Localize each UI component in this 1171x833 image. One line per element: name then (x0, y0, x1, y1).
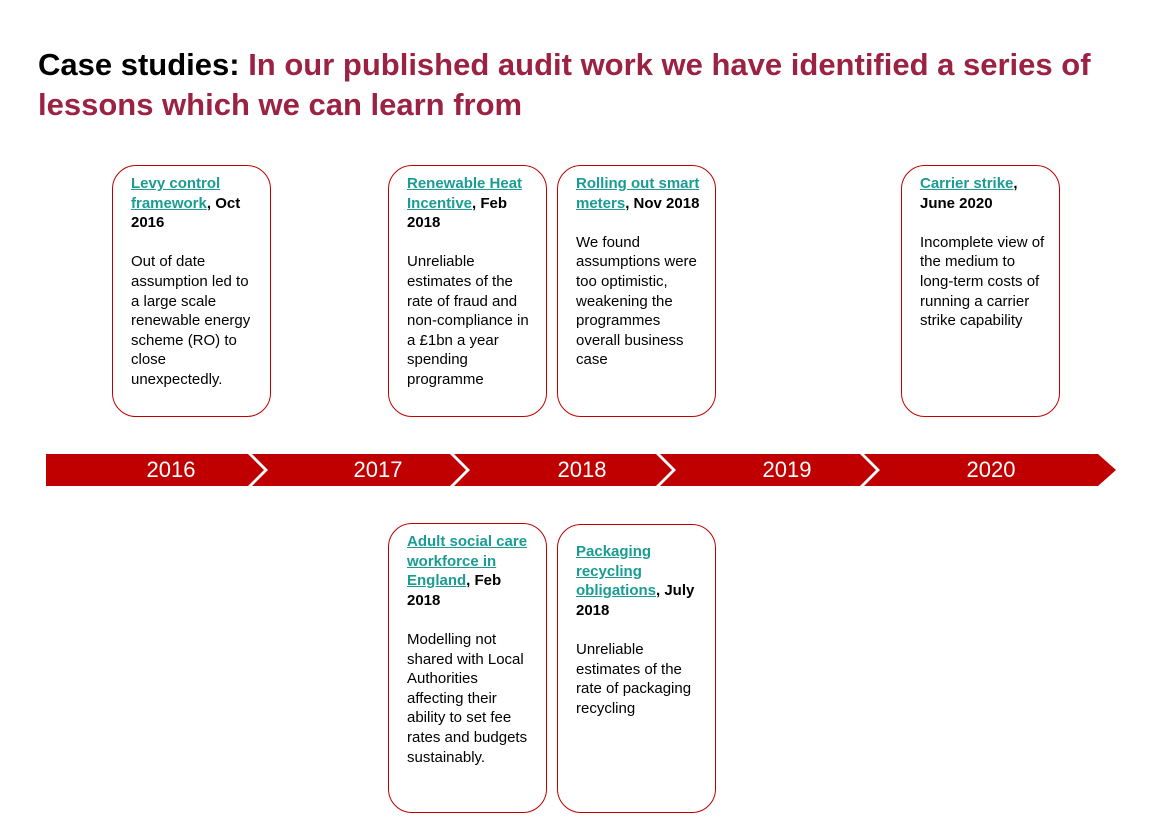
link-renewable-heat-incentive[interactable]: Renewable Heat Incentive (407, 175, 523, 212)
card-heading: Carrier strike, June 2020 (920, 174, 1049, 213)
card-body: We found assumptions were too optimistic… (576, 233, 697, 369)
link-rolling-out-smart-meters[interactable]: Rolling out smart meters (576, 175, 700, 212)
title-rest: In our published audit work we have iden… (38, 47, 1091, 122)
timeline-year-2020: 2020 (966, 457, 1016, 482)
card-carrier-strike: Carrier strike, June 2020 Incomplete vie… (901, 165, 1060, 417)
card-date: , Nov 2018 (625, 194, 700, 212)
timeline-year-2017: 2017 (353, 457, 403, 482)
card-heading: Adult social care workforce in England, … (407, 532, 536, 610)
card-heading: Rolling out smart meters, Nov 2018 (576, 174, 705, 213)
card-heading: Packaging recycling obligations, July 20… (576, 542, 705, 620)
timeline-segment-2019 (660, 454, 876, 486)
card-body: Modelling not shared with Local Authorit… (407, 630, 528, 766)
timeline-segment-2017 (252, 454, 466, 486)
card-date: , June 2020 (920, 175, 1018, 212)
card-heading: Renewable Heat Incentive, Feb 2018 (407, 174, 536, 233)
card-body: Out of date assumption led to a large sc… (131, 253, 251, 388)
link-carrier-strike[interactable]: Carrier strike (920, 175, 1014, 192)
timeline-year-2016: 2016 (146, 457, 196, 482)
card-date: , Oct 2016 (131, 194, 241, 232)
timeline-year-2019: 2019 (762, 457, 812, 482)
card-rolling-out-smart-meters: Rolling out smart meters, Nov 2018 We fo… (557, 165, 716, 417)
timeline-segment-2018 (454, 454, 672, 486)
timeline-segment-2020 (864, 454, 1116, 486)
card-date: , Feb 2018 (407, 194, 508, 232)
page-title: Case studies: In our published audit wor… (38, 45, 1138, 125)
card-date: , July 2018 (576, 582, 695, 619)
card-adult-social-care-workforce: Adult social care workforce in England, … (388, 523, 547, 813)
card-packaging-recycling-obligations: Packaging recycling obligations, July 20… (557, 524, 716, 813)
card-body: Unreliable estimates of the rate of pack… (576, 640, 692, 717)
card-body: Incomplete view of the medium to long-te… (920, 233, 1045, 330)
card-heading: Levy control framework, Oct 2016 (131, 174, 260, 233)
card-renewable-heat-incentive: Renewable Heat Incentive, Feb 2018 Unrel… (388, 165, 547, 417)
link-levy-control-framework[interactable]: Levy control framework (131, 175, 221, 212)
card-levy-control-framework: Levy control framework, Oct 2016 Out of … (112, 165, 271, 417)
timeline-arrow-graphic (46, 454, 1116, 486)
link-adult-social-care-workforce[interactable]: Adult social care workforce in England (407, 533, 528, 590)
card-body: Unreliable estimates of the rate of frau… (407, 253, 529, 388)
timeline-segment-2016 (46, 454, 264, 486)
timeline-year-2018: 2018 (557, 457, 607, 482)
timeline-bar (46, 454, 1116, 486)
card-date: , Feb 2018 (407, 572, 502, 609)
link-packaging-recycling-obligations[interactable]: Packaging recycling obligations (576, 543, 656, 600)
title-lead: Case studies: (38, 47, 240, 82)
